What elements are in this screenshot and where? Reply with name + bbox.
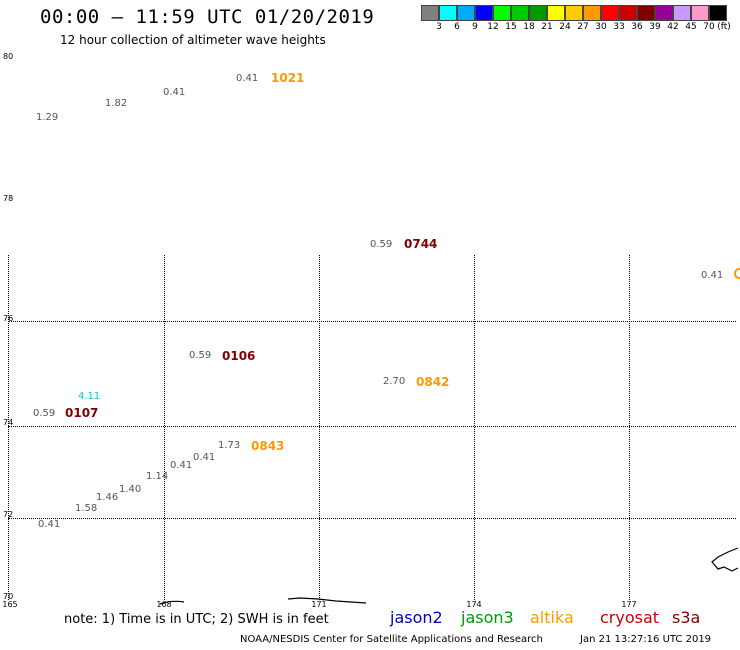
wave-height-value: 0.59	[189, 350, 212, 361]
footer-credit: NOAA/NESDIS Center for Satellite Applica…	[240, 634, 543, 645]
wave-height-value: 4.11	[78, 391, 101, 402]
wave-height-value: 0.41	[38, 519, 61, 530]
wave-height-value: 0.59	[33, 408, 56, 419]
scale-label: 42	[667, 22, 679, 32]
legend-jason2: jason2	[390, 608, 443, 627]
wave-height-value: 1.29	[36, 112, 59, 123]
longitude-label: 171	[311, 600, 327, 609]
scale-label: 45	[685, 22, 697, 32]
scale-swatch	[709, 5, 727, 21]
wave-height-value: 1.14	[146, 471, 169, 482]
wave-height-value: 1.73	[218, 440, 241, 451]
scale-swatch	[565, 5, 583, 21]
longitude-gridline	[629, 255, 630, 600]
legend-altika: altika	[530, 608, 574, 627]
wave-height-value: 1.40	[119, 484, 142, 495]
scale-swatch	[691, 5, 709, 21]
longitude-label: 165	[2, 600, 18, 609]
scale-swatch	[637, 5, 655, 21]
latitude-gridline	[8, 426, 736, 427]
longitude-gridline	[319, 255, 320, 600]
legend-s3a: s3a	[672, 608, 701, 627]
latitude-label: 72	[3, 510, 14, 519]
longitude-label: 177	[621, 600, 637, 609]
scale-swatch	[601, 5, 619, 21]
pass-time-label: 0107	[65, 406, 99, 420]
scale-label: 6	[454, 22, 460, 32]
scale-swatch	[529, 5, 547, 21]
scale-label: 39	[649, 22, 661, 32]
scale-swatch	[547, 5, 565, 21]
pass-time-label: 0842	[416, 375, 450, 389]
longitude-gridline	[8, 255, 9, 600]
scale-swatch	[457, 5, 475, 21]
wave-height-value: 0.41	[170, 460, 193, 471]
scale-swatch	[475, 5, 493, 21]
scale-swatch	[421, 5, 439, 21]
scale-label: 30	[595, 22, 607, 32]
wave-height-value: 1.46	[96, 492, 119, 503]
scale-unit: (ft)	[717, 22, 731, 32]
scale-label: 70	[703, 22, 715, 32]
legend-cryosat: cryosat	[600, 608, 660, 627]
page-title: 00:00 – 11:59 UTC 01/20/2019	[40, 6, 375, 28]
longitude-label: 168	[156, 600, 172, 609]
longitude-label: 174	[466, 600, 482, 609]
scale-label: 12	[487, 22, 499, 32]
scale-label: 21	[541, 22, 553, 32]
latitude-label: 70	[3, 592, 14, 601]
pass-time-label: 1021	[271, 71, 305, 85]
scale-label: 24	[559, 22, 571, 32]
units-note: note: 1) Time is in UTC; 2) SWH is in fe…	[64, 612, 329, 627]
pass-time-label: 0843	[251, 439, 285, 453]
scale-swatch	[655, 5, 673, 21]
latitude-label: 74	[3, 418, 14, 427]
page-subtitle: 12 hour collection of altimeter wave hei…	[60, 33, 326, 47]
scale-label: 9	[472, 22, 478, 32]
footer-timestamp: Jan 21 13:27:16 UTC 2019	[580, 634, 712, 645]
scale-swatch	[493, 5, 511, 21]
wave-height-value: 2.70	[383, 376, 406, 387]
scale-swatch	[583, 5, 601, 21]
scale-swatch	[439, 5, 457, 21]
longitude-gridline	[474, 255, 475, 600]
scale-label: 18	[523, 22, 535, 32]
scale-swatch	[511, 5, 529, 21]
longitude-gridline	[164, 255, 165, 600]
latitude-label: 76	[3, 314, 14, 323]
latitude-label: 80	[3, 52, 14, 61]
latitude-gridline	[8, 321, 736, 322]
scale-swatch	[619, 5, 637, 21]
wave-height-value: 1.82	[105, 98, 128, 109]
scale-label: 15	[505, 22, 517, 32]
wave-height-value: 0.41	[701, 270, 724, 281]
scale-label: 33	[613, 22, 625, 32]
latitude-gridline	[8, 518, 736, 519]
scale-label: 36	[631, 22, 643, 32]
wave-height-value: 0.59	[370, 239, 393, 250]
wave-height-value: 0.41	[193, 452, 216, 463]
wave-height-value: 0.41	[163, 87, 186, 98]
pass-time-label: 0744	[404, 237, 438, 251]
pass-time-label: 0106	[222, 349, 256, 363]
scale-label: 27	[577, 22, 589, 32]
scale-label: 3	[436, 22, 442, 32]
pass-time-label-clipped	[734, 268, 740, 281]
wave-height-value: 0.41	[236, 73, 259, 84]
scale-swatch	[673, 5, 691, 21]
wave-height-value: 1.58	[75, 503, 98, 514]
latitude-label: 78	[3, 194, 14, 203]
legend-jason3: jason3	[461, 608, 514, 627]
